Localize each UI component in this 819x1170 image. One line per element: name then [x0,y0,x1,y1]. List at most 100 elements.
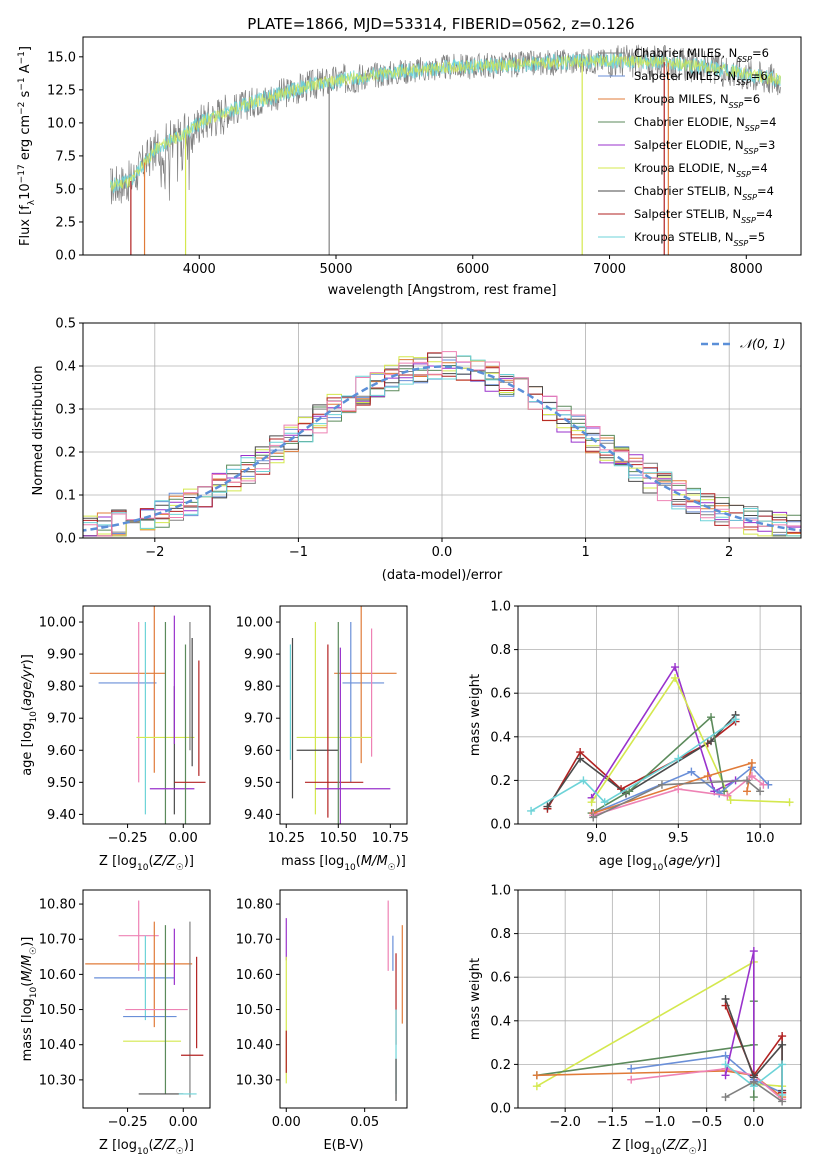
weight-marker [671,663,680,672]
x-tick-label: 5000 [319,262,352,277]
label-part: ] [18,46,33,51]
x-tick-label: 0.0 [432,545,453,560]
x-tick-label: −1.5 [597,1115,629,1130]
y-tick-label: 0.0 [490,818,511,833]
x-tick-label: −1.0 [644,1115,676,1130]
label-part: ( [20,706,35,711]
label-part: Z [log [99,1138,137,1153]
weight-marker [707,713,716,722]
legend-label: Chabrier STELIB, NSSP=4 [634,184,774,202]
label-part: ☉ [176,863,184,873]
legend-label-part: SSP [741,216,756,225]
axes-frame [82,889,211,1109]
plot-area-z-vs-mass [85,900,204,1098]
weight-marker [778,1032,787,1041]
y-tick-label: 0.5 [55,317,76,332]
label-part: age/yr [20,663,35,706]
y-tick-label: 9.60 [47,744,76,759]
weight-marker [759,780,768,789]
weight-marker [731,715,740,724]
weight-marker [625,787,634,796]
label-part: mass [log [281,854,344,869]
weight-marker [579,776,588,785]
weight-marker [532,1071,541,1080]
label-part: 10 [137,1147,149,1157]
weight-marker [674,754,683,763]
label-part: )] [20,654,35,664]
legend-label-part: =4 [757,184,774,198]
legend-label-part: =5 [748,230,765,244]
legend-label: Salpeter ELODIE, NSSP=3 [634,138,775,156]
legend-label-part: SSP [729,101,744,110]
y-tick-label: 2.5 [55,215,76,230]
weight-marker [657,780,666,789]
weight-marker [743,787,752,796]
x-axis-label: Z [log10(Z/Z☉)] [612,1138,707,1157]
y-tick-label: 0.2 [55,446,76,461]
panel-mass-vs-age: 10.25 10.50 10.75 9.40 9.50 9.60 9.70 9.80 9.90 1… [236,605,409,873]
label-part: 10 [652,863,664,873]
plot-area-age-vs-weight [527,663,794,822]
panel-ebv-vs-mass: 0.00 0.05 10.30 10.40 10.50 10.60 10.70 10.80 E(… [236,889,408,1153]
panel-age-vs-weight: 9.0 9.5 10.0 0.0 0.2 0.4 0.6 0.8 1.0 age [log10(a… [468,600,802,873]
label-part: )] [184,1138,194,1153]
histogram-step-pink [83,351,801,537]
y-tick-label: 9.90 [244,648,273,663]
y-axis-label: Flux [fλ10−17 erg cm−2 s−1 A−1] [17,46,37,246]
y-tick-label: 0.4 [55,360,76,375]
panel-z-vs-mass: −0.25 0.00 10.30 10.40 10.50 10.60 10.70 10.80 Z… [20,889,211,1157]
legend-label-part: =6 [743,92,760,106]
weight-series-kroupa_stelib [725,1062,783,1095]
legend-label-part: Salpeter MILES, N [634,69,736,83]
weight-marker [721,1051,730,1060]
legend-label-part: Kroupa ELODIE, N [634,161,736,175]
x-tick-label: −0.25 [108,1115,148,1130]
y-tick-label: 0.4 [490,1014,511,1029]
x-axis-label: Z [log10(Z/Z☉)] [99,854,194,873]
legend-label-part: SSP [734,239,749,248]
legend-label-part: Salpeter ELODIE, N [634,138,744,152]
x-tick-label: 6000 [456,262,489,277]
x-tick-label: 7000 [593,262,626,277]
y-tick-label: 10.00 [39,616,76,631]
legend-label: Chabrier ELODIE, NSSP=4 [634,115,776,133]
x-tick-label: −0.25 [108,831,148,846]
x-axis-label: (data-model)/error [382,568,503,583]
y-tick-label: 10.50 [236,1003,273,1018]
y-tick-label: 9.50 [244,776,273,791]
y-tick-label: 0.1 [55,489,76,504]
x-axis-label: E(B-V) [323,1138,363,1153]
weight-marker [778,1040,787,1049]
label-part: −2 [17,102,27,115]
weight-marker [627,1064,636,1073]
y-tick-label: 10.00 [236,616,273,631]
y-tick-label: 9.70 [244,712,273,727]
y-tick-label: 0.6 [490,971,511,986]
legend-label-part: =6 [751,69,768,83]
y-tick-label: 10.70 [236,933,273,948]
weight-marker [721,995,730,1003]
legend-label-part: SSP [737,55,752,64]
legend-label: 𝒩(0, 1) [740,336,786,351]
label-part: ( [148,1138,153,1153]
legend-label: Salpeter MILES, NSSP=6 [634,69,768,87]
label-part: age [log [20,723,35,776]
y-axis-label: age [log10(age/yr)] [20,654,39,776]
y-tick-label: 0.2 [490,1058,511,1073]
panel-spectrum: 4000 5000 6000 7000 8000 0.0 2.5 5.0 7.5 10.0 12.5… [17,36,802,298]
y-tick-label: 1.0 [490,600,511,615]
weight-marker [532,1082,541,1091]
y-tick-label: 7.5 [55,149,76,164]
weight-marker [785,798,794,807]
y-axis-label: mass [log10(M/M☉)] [20,937,39,1062]
label-part: Flux [f [18,205,33,246]
label-part: 10 [29,986,39,998]
x-tick-label: 10.0 [746,831,775,846]
weight-series-chabrier_miles [592,779,761,819]
legend-label: Salpeter STELIB, NSSP=4 [634,207,773,225]
weight-series-chabrier_elodie [536,1001,755,1098]
y-tick-label: 1.0 [490,884,511,899]
x-tick-label: 0.00 [169,1115,198,1130]
